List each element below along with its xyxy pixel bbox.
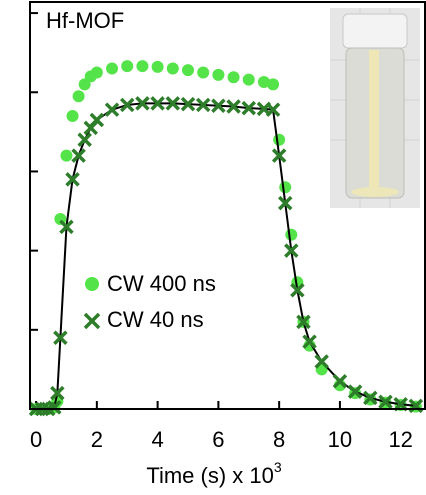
point [77,132,92,148]
point [72,90,85,103]
point [271,148,287,163]
point [71,148,86,163]
x-tick-label: 10 [328,427,352,452]
point [182,64,194,77]
point [151,60,164,73]
point [290,282,305,298]
plot-frame [29,1,426,410]
point [363,390,378,406]
point [227,71,240,84]
legend-label: CW 400 ns [107,271,216,296]
point [257,75,270,88]
point [180,96,196,112]
point [273,133,286,146]
vial-cap [342,13,408,49]
x-axis-label-text: Time (s) x 10 [146,463,274,488]
point [332,374,348,389]
point [66,110,79,123]
point [197,66,210,79]
point [378,394,393,410]
point [121,60,134,73]
point [136,60,149,73]
point [50,385,65,401]
point [314,354,329,369]
point [302,334,317,349]
chart-title: Hf-MOF [46,8,124,33]
point [195,97,211,113]
point [241,100,257,116]
point [284,243,299,258]
point [119,97,135,113]
point [285,228,298,241]
point [265,102,281,117]
x-tick-label: 12 [388,427,412,452]
x-axis-label: Time (s) x 103 [146,459,282,488]
point [212,68,225,81]
point [226,99,241,114]
point [150,96,165,111]
point [47,400,62,415]
vial-base [351,187,399,197]
point [60,149,73,162]
point [166,62,179,75]
point [89,112,105,128]
point [65,172,80,187]
x-tick-label: 4 [151,427,163,452]
point [165,96,181,111]
point [211,98,226,113]
point [277,195,293,211]
point [106,62,119,75]
legend-marker [83,312,101,330]
point [90,66,103,79]
x-tick-label: 0 [30,427,42,452]
point [279,181,292,194]
x-axis-label-exponent: 3 [274,459,282,475]
x-tick-label: 2 [91,427,103,452]
vial-rod [369,50,379,190]
point [104,102,120,117]
point [135,96,150,111]
point [53,330,68,345]
point [59,219,74,235]
legend-label: CW 40 ns [107,307,204,332]
x-tick-label: 6 [212,427,224,452]
legend-marker [85,277,99,291]
point [242,73,255,86]
inset-photo [330,8,420,208]
point [347,384,363,399]
point [267,78,280,91]
point [296,314,311,330]
x-tick-label: 8 [273,427,285,452]
legend: CW 400 ns CW 40 ns [83,271,216,332]
